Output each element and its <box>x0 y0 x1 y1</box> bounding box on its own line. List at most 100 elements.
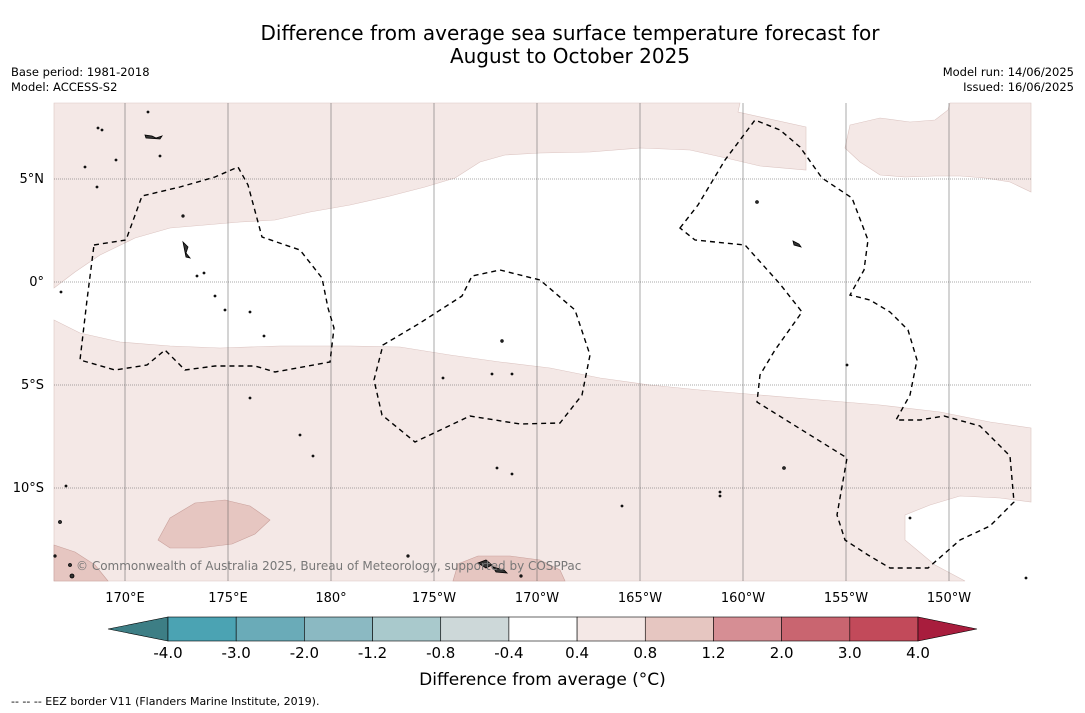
island-19 <box>100 128 104 132</box>
island-35 <box>510 472 514 476</box>
lon-label: 150°W <box>927 591 971 606</box>
island-25 <box>223 308 227 312</box>
base-period: Base period: 1981-2018 <box>11 65 150 79</box>
island-11 <box>519 574 523 578</box>
island-42 <box>83 165 87 169</box>
copyright-notice: © Commonwealth of Australia 2025, Bureau… <box>76 559 581 573</box>
island-9 <box>53 554 57 558</box>
eez-footnote: -- -- -- EEZ border V11 (Flanders Marine… <box>11 695 320 708</box>
anomaly-region-north <box>53 102 807 289</box>
lon-label: 165°W <box>618 591 662 606</box>
graticule <box>54 103 1031 581</box>
island-39 <box>1024 576 1028 580</box>
colorbar-box <box>713 616 782 642</box>
colorbar-tick-label: -2.0 <box>290 644 319 662</box>
island-30 <box>311 454 315 458</box>
lat-label: 5°N <box>20 172 45 187</box>
island-33 <box>510 372 514 376</box>
island-20 <box>158 154 162 158</box>
island-7 <box>69 573 75 579</box>
colorbar-tick-label: 0.4 <box>565 644 589 662</box>
island-41 <box>146 110 150 114</box>
island-29 <box>298 433 302 437</box>
island-17 <box>181 214 185 218</box>
lat-label: 5°S <box>21 378 44 393</box>
colorbar-extend-low <box>107 616 169 642</box>
island-5 <box>144 134 163 140</box>
island-21 <box>114 158 118 162</box>
island-10 <box>406 554 410 558</box>
colorbar-box <box>304 616 373 642</box>
islands <box>53 110 1028 580</box>
island-23 <box>202 271 206 275</box>
colorbar-label: Difference from average (°C) <box>419 670 666 690</box>
lon-label: 175°W <box>412 591 456 606</box>
lon-label: 160°W <box>721 591 765 606</box>
island-14 <box>500 339 504 343</box>
map-title: Difference from average sea surface temp… <box>170 22 970 68</box>
colorbar-tick-label: 1.2 <box>702 644 726 662</box>
island-6 <box>58 520 62 524</box>
island-28 <box>248 396 252 400</box>
island-8 <box>68 563 72 567</box>
colorbar-box <box>372 616 442 642</box>
island-12 <box>755 200 759 204</box>
lon-label: 155°W <box>824 591 868 606</box>
model-info: Base period: 1981-2018 Model: ACCESS-S2 <box>11 65 150 95</box>
colorbar-extend-high <box>917 616 978 642</box>
lon-label: 175°E <box>208 591 248 606</box>
colorbar-box <box>781 616 851 642</box>
lon-label: 170°E <box>105 591 145 606</box>
model-name: Model: ACCESS-S2 <box>11 80 118 94</box>
island-15 <box>718 490 722 494</box>
colorbar-tick-label: -3.0 <box>222 644 251 662</box>
colorbar-tick-label: 4.0 <box>906 644 930 662</box>
run-info: Model run: 14/06/2025 Issued: 16/06/2025 <box>943 65 1074 95</box>
island-34 <box>495 466 499 470</box>
island-2 <box>492 566 509 574</box>
lon-label: 180° <box>315 591 346 606</box>
longitude-labels: 170°E 175°E 180° 175°W 170°W 165°W 160°W 155°W 1… <box>105 591 971 606</box>
island-32 <box>490 372 494 376</box>
colorbar-tick-label: -0.4 <box>494 644 523 662</box>
island-13 <box>782 466 786 470</box>
island-26 <box>248 310 252 314</box>
colorbar-box <box>644 616 714 642</box>
anomaly-region-northeast <box>844 102 1032 193</box>
island-27 <box>262 334 266 338</box>
colorbar-tick-label: 2.0 <box>770 644 794 662</box>
colorbar-box <box>167 616 237 642</box>
colorbar-tick-label: -1.2 <box>358 644 387 662</box>
colorbar-box <box>508 616 578 642</box>
colorbar-box <box>235 616 305 642</box>
eez-border-east <box>679 119 1015 569</box>
colorbar-box <box>576 616 646 642</box>
colorbar-tick-label: 3.0 <box>838 644 862 662</box>
colorbar-tick-label: -4.0 <box>153 644 182 662</box>
island-37 <box>845 363 849 367</box>
island-43 <box>95 185 99 189</box>
island-16 <box>718 494 722 498</box>
island-3 <box>182 240 192 259</box>
eez-border-central <box>373 269 591 443</box>
island-4 <box>792 240 802 248</box>
island-38 <box>908 516 912 520</box>
colorbar: -4.0 -3.0 -2.0 -1.2 -0.8 -0.4 0.4 0.8 1.2 2.0 3.0 4… <box>107 616 978 662</box>
colorbar-tick-label: -0.8 <box>426 644 455 662</box>
anomaly-patch-2 <box>53 544 109 582</box>
anomaly-patch-1 <box>157 499 271 549</box>
colorbar-box <box>849 616 919 642</box>
colorbar-box <box>440 616 510 642</box>
title-line-2: August to October 2025 <box>449 44 691 68</box>
island-40 <box>64 484 68 488</box>
map-panel: © Commonwealth of Australia 2025, Bureau… <box>53 102 1032 582</box>
island-44 <box>59 290 63 294</box>
lat-label: 0° <box>29 275 44 290</box>
lat-label: 10°S <box>13 481 44 496</box>
title-line-1: Difference from average sea surface temp… <box>260 21 880 45</box>
island-18 <box>96 126 100 130</box>
island-31 <box>441 376 445 380</box>
issued-date: Issued: 16/06/2025 <box>963 80 1074 94</box>
eez-border-west <box>79 166 335 373</box>
